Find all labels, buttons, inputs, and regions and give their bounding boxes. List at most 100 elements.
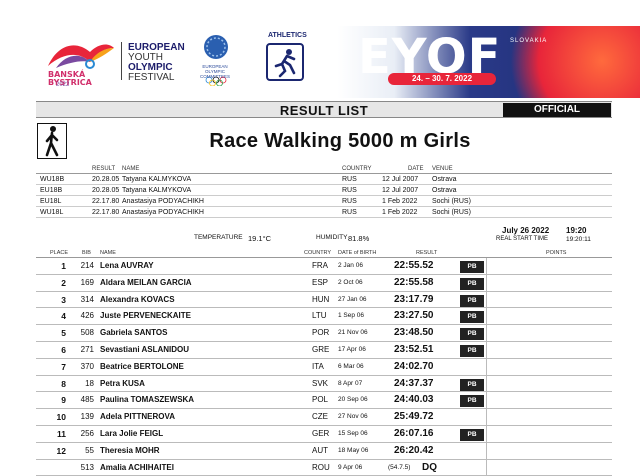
pb-badge: PB	[460, 277, 484, 290]
header-country: COUNTRY	[304, 250, 332, 256]
athlete-name-cell: Beatrice BERTOLONE	[100, 361, 184, 371]
country-cell: CZE	[312, 412, 328, 422]
points-cell	[486, 459, 612, 476]
table-row: 4 426 Juste PERVENECKAITE LTU 1 Sep 06 23:27.…	[36, 308, 612, 326]
result-cell: 24:02.70	[394, 360, 434, 372]
records-header-date: DATE	[408, 166, 424, 172]
festival-line-1: EUROPEAN	[128, 42, 185, 53]
bib-cell: 513	[80, 462, 94, 472]
athlete-name-cell: Amalia ACHIHAITEI	[100, 462, 174, 472]
record-row: EU18B 20.28.05 Tatyana KALMYKOVA RUS 12 …	[36, 185, 612, 196]
record-venue: Sochi (RUS)	[432, 209, 471, 216]
record-result: 20.28.05	[92, 176, 120, 183]
records-header-result: RESULT	[92, 166, 116, 172]
table-row: 513 Amalia ACHIHAITEI ROU 9 Apr 06 DQ (54.7.5…	[36, 459, 612, 476]
pb-badge: PB	[460, 294, 484, 307]
athlete-name-cell: Lena AUVRAY	[100, 261, 154, 270]
temperature-value: 19.1°C	[248, 234, 272, 243]
header-bib: BIB	[82, 250, 91, 256]
country-label: SLOVAKIA	[510, 38, 548, 44]
logo-divider	[121, 42, 122, 80]
pb-badge: PB	[460, 261, 484, 273]
pb-badge: PB	[460, 344, 484, 357]
athletics-pictogram-icon	[266, 43, 304, 81]
result-cell: 24:37.37	[394, 377, 434, 389]
bib-cell: 55	[85, 445, 94, 455]
result-cell: 23:17.79	[394, 293, 434, 305]
sport-label: ATHLETICS	[268, 32, 307, 39]
festival-title: EUROPEAN YOUTH OLYMPIC FESTIVAL	[128, 43, 185, 83]
event-title: Race Walking 5000 m Girls	[70, 128, 610, 154]
athlete-name-cell: Juste PERVENECKAITE	[100, 311, 191, 321]
dob-cell: 1 Sep 06	[338, 312, 365, 320]
records-header-country: COUNTRY	[342, 166, 372, 172]
bib-cell: 139	[80, 412, 94, 422]
pb-badge: PB	[460, 428, 484, 441]
record-date: 1 Feb 2022	[382, 198, 418, 205]
records-header-name: NAME	[122, 166, 140, 172]
bib-cell: 169	[80, 277, 94, 287]
place-cell: 7	[61, 361, 66, 372]
festival-line-3: OLYMPIC	[128, 62, 173, 73]
bib-cell: 256	[80, 428, 94, 438]
result-cell: 23:52.51	[394, 343, 434, 355]
athlete-name-cell: Alexandra KOVACS	[100, 294, 175, 304]
results-header: PLACE BIB NAME COUNTRY DATE of BIRTH RES…	[36, 249, 612, 258]
eoc-logo-icon	[204, 35, 228, 86]
table-row: 5 508 Gabriela SANTOS POR 21 Nov 06 23:48.50 P…	[36, 325, 612, 342]
record-result: 20.28.05	[92, 187, 120, 194]
result-cell: 23:48.50	[394, 327, 434, 339]
record-result: 22.17.80	[92, 198, 120, 205]
city-logo-year: 2022	[56, 82, 70, 88]
eoc-text: EUROPEAN OLYMPIC COMMITTEES	[200, 64, 230, 79]
pb-badge: PB	[460, 378, 484, 391]
record-venue: Ostrava	[432, 187, 457, 194]
table-row: 10 139 Adela PITTNEROVA CZE 27 Nov 06 25:49.7…	[36, 409, 612, 426]
points-cell	[486, 358, 612, 375]
points-cell	[486, 341, 612, 358]
dq-rule-cell: (54.7.5)	[388, 463, 411, 471]
points-cell	[486, 392, 612, 409]
dob-cell: 20 Sep 06	[338, 396, 368, 404]
banska-bystrica-logo: BANSKÁ BYSTRICA 2022	[46, 38, 116, 90]
table-row: 12 55 Theresia MOHR AUT 18 May 06 26:20.42	[36, 442, 612, 460]
record-date: 12 Jul 2007	[382, 187, 419, 194]
temperature-label: TEMPERATURE	[194, 234, 243, 241]
results-table: PLACE BIB NAME COUNTRY DATE of BIRTH RES…	[36, 249, 612, 476]
record-country: RUS	[342, 198, 357, 205]
result-cell: 26:07.16	[394, 427, 434, 439]
athlete-name-cell: Theresia MOHR	[100, 445, 160, 455]
record-code: EU18B	[40, 187, 63, 194]
result-cell: 22:55.52	[394, 260, 434, 271]
dob-cell: 2 Oct 06	[338, 278, 363, 286]
place-cell: 4	[61, 311, 66, 322]
points-cell	[486, 258, 612, 274]
conditions-bar: TEMPERATURE 19.1°C HUMIDITY 81.8% July 2…	[36, 226, 612, 248]
place-cell: 2	[61, 277, 66, 288]
record-name: Anastasiya PODYACHIKH	[122, 198, 204, 205]
dob-cell: 9 Apr 06	[338, 463, 363, 471]
country-cell: GRE	[312, 344, 330, 354]
athlete-name-cell: Aldara MEILAN GARCIA	[100, 277, 192, 287]
points-cell	[486, 375, 612, 392]
table-row: 2 169 Aldara MEILAN GARCIA ESP 2 Oct 06 22:55…	[36, 274, 612, 292]
record-name: Tatyana KALMYKOVA	[122, 187, 192, 194]
dob-cell: 27 Jan 06	[338, 295, 367, 303]
place-cell: 5	[61, 328, 66, 339]
points-cell	[486, 442, 612, 459]
record-row: WU18B 20.28.05 Tatyana KALMYKOVA RUS 12 …	[36, 174, 612, 185]
record-code: WU18B	[40, 176, 65, 183]
pb-badge: PB	[460, 395, 484, 408]
record-date: 12 Jul 2007	[382, 176, 419, 183]
dob-cell: 27 Nov 06	[338, 413, 368, 421]
pb-badge: PB	[460, 311, 484, 324]
bib-cell: 485	[80, 395, 94, 405]
dob-cell: 17 Apr 06	[338, 345, 366, 353]
race-walking-icon	[37, 123, 67, 159]
country-cell: LTU	[312, 311, 327, 321]
record-row: WU18L 22.17.80 Anastasiya PODYACHIKH RUS…	[36, 207, 612, 218]
record-name: Tatyana KALMYKOVA	[122, 176, 192, 183]
points-cell	[486, 291, 612, 308]
result-cell: 24:40.03	[394, 394, 434, 406]
country-cell: POR	[312, 328, 330, 338]
